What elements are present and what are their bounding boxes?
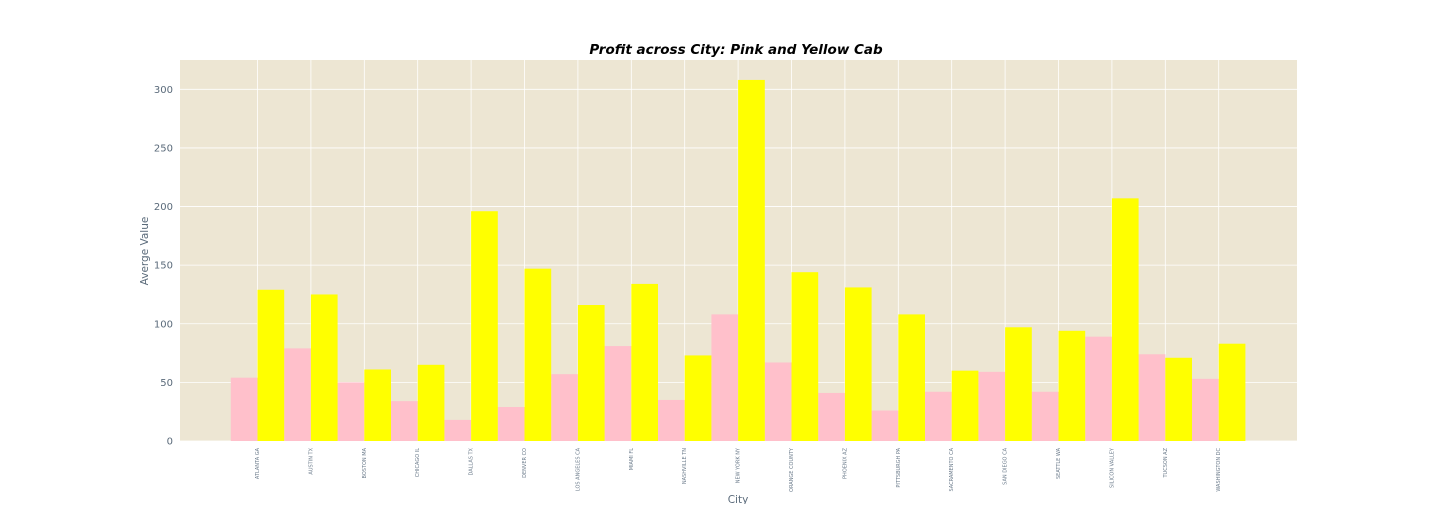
pink-bar-washington-dc <box>1192 378 1219 441</box>
x-tick-label: NASHVILLE TN <box>682 448 688 484</box>
pink-bar-boston-ma <box>337 382 365 441</box>
y-tick-label: 0 <box>167 437 173 448</box>
chart-title: Profit across City: Pink and Yellow Cab <box>589 42 883 58</box>
pink-bar-miami-fl <box>604 346 632 441</box>
x-tick-label: ORANGE COUNTY <box>789 447 795 492</box>
pink-bar-san-diego-ca <box>978 371 1006 441</box>
pink-bar-los-angeles-ca <box>551 374 578 441</box>
pink-bar-silicon-valley <box>1085 336 1112 441</box>
yellow-bar-orange-county <box>791 272 819 441</box>
x-tick-label: SILICON VALLEY <box>1109 447 1115 488</box>
pink-bar-austin-tx <box>284 348 311 441</box>
x-tick-label: NEW YORK NY <box>736 447 742 483</box>
yellow-bar-atlanta-ga <box>257 289 285 441</box>
x-tick-label: TUCSON AZ <box>1163 447 1169 478</box>
pink-bar-new-york-ny <box>711 314 739 441</box>
y-axis-ticks: 0 50 100 150 200 250 300 <box>154 85 173 448</box>
x-axis-ticks: ATLANTA GA AUSTIN TX BOSTON MA CHICAGO IL DA… <box>255 447 1222 492</box>
yellow-bar-nashville-tn <box>684 355 712 441</box>
pink-bar-seattle-wa <box>1031 391 1059 441</box>
yellow-bar-washington-dc <box>1218 343 1246 441</box>
x-tick-label: BOSTON MA <box>362 447 368 478</box>
x-tick-label: DALLAS TX <box>469 447 475 475</box>
x-axis-label: City <box>728 494 749 504</box>
pink-bar-dallas-tx <box>444 419 472 441</box>
x-tick-label: AUSTIN TX <box>308 447 314 474</box>
pink-bar-orange-county <box>764 362 792 441</box>
y-tick-label: 250 <box>154 143 173 154</box>
yellow-bar-sacramento-ca <box>951 370 979 441</box>
x-tick-label: WASHINGTON DC <box>1216 448 1222 492</box>
yellow-bar-los-angeles-ca <box>577 305 605 441</box>
yellow-bar-austin-tx <box>310 294 338 441</box>
pink-bar-sacramento-ca <box>925 391 952 441</box>
x-tick-label: DENVER CO <box>522 448 528 478</box>
yellow-bar-tucson-az <box>1165 357 1192 441</box>
x-tick-label: SEATTLE WA <box>1056 447 1062 479</box>
y-tick-label: 50 <box>160 378 173 389</box>
yellow-bar-chicago-il <box>417 364 445 441</box>
bars <box>230 79 1246 441</box>
yellow-bar-boston-ma <box>364 369 391 441</box>
yellow-bar-silicon-valley <box>1111 198 1139 441</box>
yellow-bar-denver-co <box>524 268 552 441</box>
x-tick-label: ATLANTA GA <box>255 447 261 479</box>
x-tick-label: PITTSBURGH PA <box>896 447 902 487</box>
pink-bar-pittsburgh-pa <box>871 410 899 441</box>
pink-bar-atlanta-ga <box>230 377 258 441</box>
yellow-bar-san-diego-ca <box>1005 327 1032 441</box>
y-tick-label: 300 <box>154 85 173 96</box>
yellow-bar-dallas-tx <box>471 211 498 441</box>
pink-bar-tucson-az <box>1138 354 1166 441</box>
yellow-bar-pittsburgh-pa <box>898 314 925 441</box>
y-axis-label: Averge Value <box>139 217 151 286</box>
y-tick-label: 100 <box>154 319 173 330</box>
x-tick-label: SAN DIEGO CA <box>1003 447 1009 484</box>
pink-bar-denver-co <box>497 407 525 441</box>
y-tick-label: 200 <box>154 202 173 213</box>
pink-bar-chicago-il <box>391 401 418 441</box>
pink-bar-phoenix-az <box>818 392 845 441</box>
pink-bar-nashville-tn <box>658 399 685 441</box>
x-tick-label: MIAMI FL <box>629 448 635 470</box>
yellow-bar-new-york-ny <box>738 79 765 441</box>
y-tick-label: 150 <box>154 261 173 272</box>
x-tick-label: LOS ANGELES CA <box>575 447 581 491</box>
x-tick-label: SACRAMENTO CA <box>949 447 955 491</box>
yellow-bar-phoenix-az <box>844 287 872 441</box>
x-tick-label: CHICAGO IL <box>415 448 421 477</box>
yellow-bar-seattle-wa <box>1058 330 1086 441</box>
yellow-bar-miami-fl <box>631 283 658 441</box>
x-tick-label: PHOENIX AZ <box>842 447 848 479</box>
